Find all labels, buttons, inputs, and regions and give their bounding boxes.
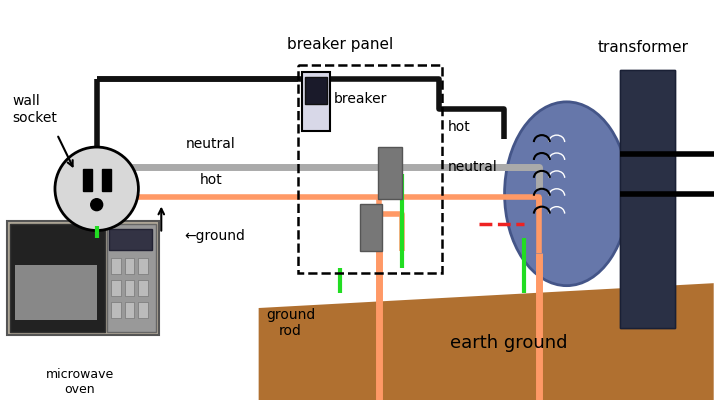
Bar: [83, 169, 92, 191]
Bar: [138, 280, 148, 296]
Bar: [110, 302, 120, 318]
Bar: [378, 147, 402, 199]
Bar: [109, 229, 153, 250]
Text: wall
socket: wall socket: [12, 94, 57, 125]
Bar: [125, 280, 135, 296]
Text: hot: hot: [200, 173, 223, 187]
Ellipse shape: [505, 102, 629, 286]
Bar: [138, 302, 148, 318]
Bar: [305, 77, 327, 104]
Text: breaker: breaker: [334, 92, 387, 106]
Bar: [620, 70, 675, 328]
Text: ←ground: ←ground: [184, 229, 245, 243]
Circle shape: [91, 199, 102, 211]
Bar: [107, 224, 156, 332]
Bar: [620, 70, 675, 328]
Bar: [15, 265, 97, 320]
Text: breaker panel: breaker panel: [287, 37, 393, 52]
Bar: [110, 280, 120, 296]
Bar: [10, 224, 105, 332]
Text: neutral: neutral: [448, 160, 497, 174]
Bar: [102, 169, 110, 191]
Text: earth ground: earth ground: [450, 334, 568, 352]
Bar: [299, 64, 442, 273]
Bar: [125, 258, 135, 274]
Text: neutral: neutral: [186, 137, 236, 151]
Bar: [7, 220, 159, 335]
Bar: [360, 204, 382, 251]
Polygon shape: [258, 283, 714, 401]
Bar: [302, 72, 330, 131]
Text: ground
rod: ground rod: [266, 308, 315, 338]
Bar: [125, 302, 135, 318]
Circle shape: [55, 147, 138, 231]
Text: microwave
oven: microwave oven: [46, 368, 114, 396]
Bar: [138, 258, 148, 274]
Text: hot: hot: [448, 120, 470, 134]
Text: transformer: transformer: [598, 40, 689, 55]
Bar: [110, 258, 120, 274]
